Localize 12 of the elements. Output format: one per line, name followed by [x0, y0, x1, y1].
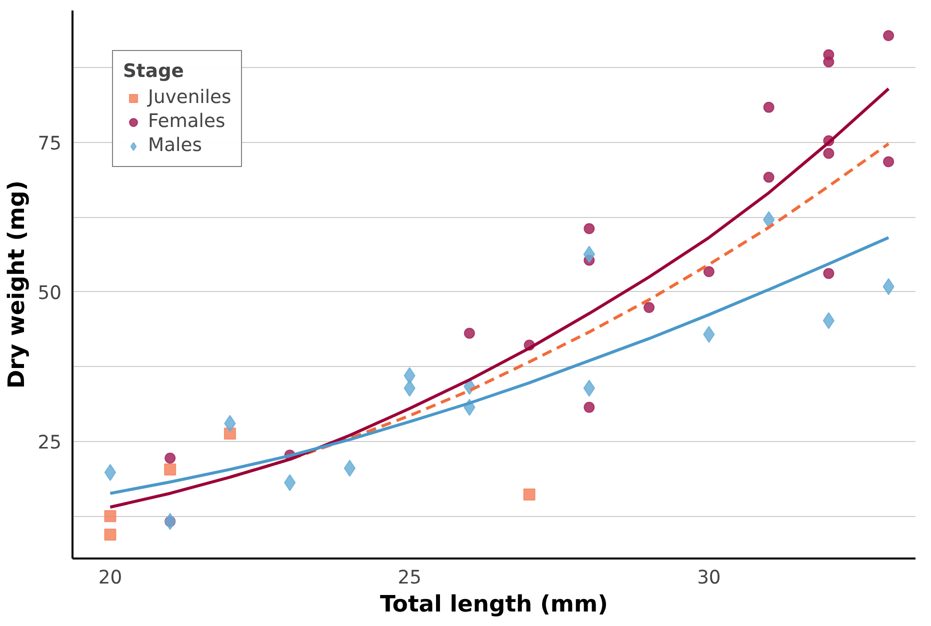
y-tick-label: 25 — [38, 432, 62, 454]
y-tick-label: 50 — [38, 282, 62, 304]
x-tick-label: 25 — [398, 568, 422, 588]
legend-label: Females — [148, 111, 226, 132]
x-tick-label: 30 — [697, 568, 721, 588]
y-tick-label: 75 — [38, 134, 62, 155]
legend-title: Stage — [123, 61, 185, 82]
x-tick-label: 20 — [98, 568, 122, 588]
x-axis-title: Total length (mm) — [380, 592, 608, 618]
legend-label: Males — [148, 135, 202, 156]
legend-label: Juveniles — [148, 87, 232, 108]
y-axis-title: Dry weight (mg) — [4, 180, 30, 389]
